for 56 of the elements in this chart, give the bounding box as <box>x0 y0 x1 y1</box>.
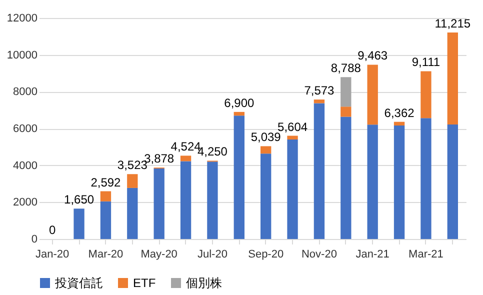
x-tick-label: May-20 <box>140 248 178 260</box>
legend-label: 個別株 <box>186 276 222 290</box>
bar <box>260 146 272 154</box>
total-label: 6,362 <box>384 106 415 120</box>
bar <box>100 201 112 239</box>
x-tick-label: Sep-20 <box>248 248 284 260</box>
total-label: 7,573 <box>304 84 335 98</box>
bar <box>260 154 272 239</box>
bar <box>207 162 218 239</box>
bar <box>394 126 405 239</box>
bar <box>340 116 352 239</box>
total-label: 9,463 <box>358 48 388 63</box>
y-tick-label: 2000 <box>13 196 38 209</box>
bar <box>340 77 352 107</box>
total-label: 6,900 <box>224 96 254 110</box>
bar <box>127 188 138 239</box>
bar <box>420 71 432 118</box>
bar <box>420 118 432 239</box>
bar <box>314 103 325 239</box>
bar <box>394 122 405 126</box>
y-tick-label: 12000 <box>6 12 38 24</box>
bar <box>234 116 244 239</box>
x-tick-label: Jan-20 <box>36 248 70 260</box>
bar <box>180 156 192 162</box>
y-tick-label: 6000 <box>13 123 38 135</box>
x-tick-label: Nov-20 <box>301 248 337 260</box>
legend-label: ETF <box>133 276 156 290</box>
total-label: 9,111 <box>412 55 440 70</box>
x-tick-label: Jan-21 <box>356 248 390 260</box>
bar <box>100 191 112 202</box>
bar <box>234 112 244 116</box>
y-tick-label: 0 <box>31 234 38 246</box>
bar <box>287 136 298 140</box>
x-tick-label: Jul-20 <box>197 248 228 260</box>
bar <box>447 32 458 125</box>
bar <box>367 64 378 125</box>
total-label: 8,788 <box>330 61 362 76</box>
total-label: 0 <box>49 223 56 237</box>
bar <box>367 124 378 239</box>
bar <box>127 174 138 188</box>
bar <box>180 161 192 239</box>
x-tick-label: Mar-21 <box>408 248 444 260</box>
total-label: 11,215 <box>434 16 471 30</box>
y-tick-label: 10000 <box>6 49 38 62</box>
total-label: 2,592 <box>90 175 122 190</box>
bar <box>340 106 352 117</box>
bar <box>447 124 458 239</box>
bar <box>154 168 164 239</box>
bar <box>74 208 84 239</box>
legend-label: 投資信託 <box>54 276 103 290</box>
y-tick-label: 8000 <box>13 86 38 98</box>
bar <box>314 100 325 104</box>
total-label: 1,650 <box>64 192 94 207</box>
bar <box>287 139 298 239</box>
x-tick-label: Mar-20 <box>88 248 124 260</box>
y-tick-label: 4000 <box>13 160 38 172</box>
